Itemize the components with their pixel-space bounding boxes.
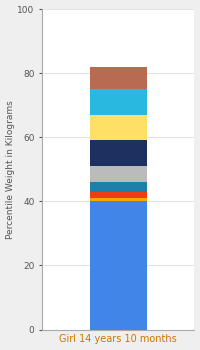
Bar bbox=[90, 201, 147, 330]
Bar bbox=[90, 166, 147, 182]
Y-axis label: Percentile Weight in Kilograms: Percentile Weight in Kilograms bbox=[6, 100, 15, 239]
Bar bbox=[90, 198, 147, 201]
Bar bbox=[90, 67, 147, 89]
Bar bbox=[90, 115, 147, 140]
Bar bbox=[90, 140, 147, 166]
Bar bbox=[90, 89, 147, 115]
Bar bbox=[90, 192, 147, 198]
Bar bbox=[90, 182, 147, 192]
